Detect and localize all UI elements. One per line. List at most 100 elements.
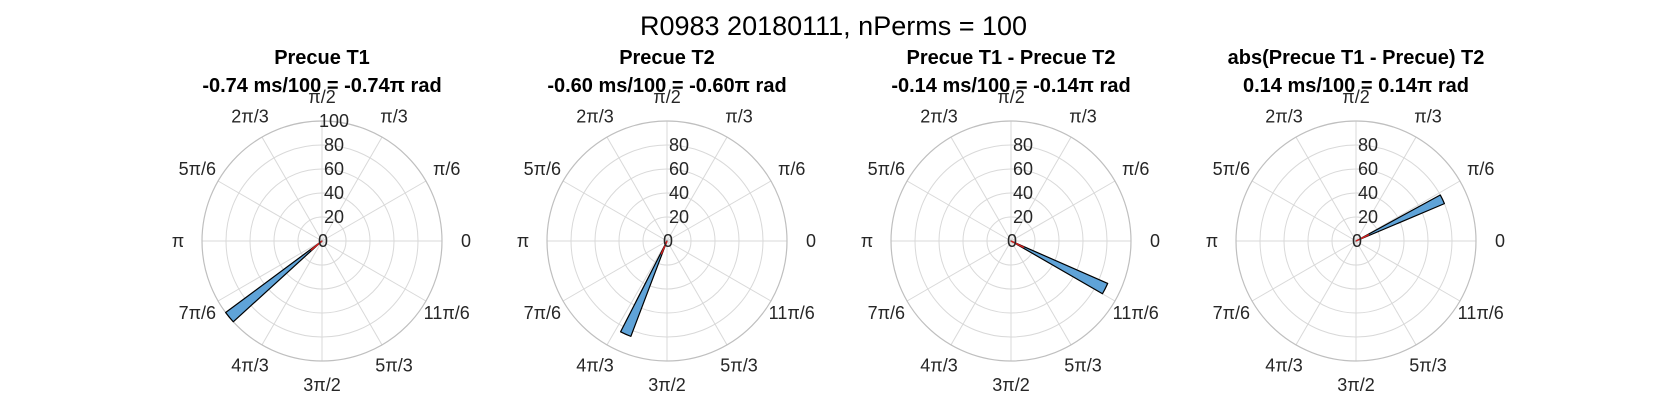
angle-tick-label: π — [517, 231, 529, 251]
grid-spoke — [321, 136, 383, 242]
angle-tick-label: 0 — [806, 231, 816, 251]
grid-spoke — [906, 240, 1012, 302]
radial-tick-label: 20 — [669, 207, 689, 227]
outer-axis-circle — [1235, 120, 1477, 362]
grid-spoke — [1295, 136, 1357, 242]
grid-spoke — [906, 180, 1012, 242]
radial-tick-label: 20 — [1013, 207, 1033, 227]
angle-tick-label: 3π/2 — [992, 375, 1029, 395]
plot-title-line1: Precue T2 — [619, 47, 715, 69]
outer-axis-circle — [546, 120, 788, 362]
grid-spoke — [562, 240, 668, 302]
figure-title: R0983 20180111, nPerms = 100 — [639, 11, 1028, 41]
angle-tick-label: 0 — [1150, 231, 1160, 251]
radial-tick-label: 80 — [669, 135, 689, 155]
angle-tick-label: 4π/3 — [1265, 356, 1302, 376]
plot-title-line1: Precue T1 — [274, 47, 370, 69]
plot-title-line2: -0.74 ms/100 = -0.74π rad — [202, 75, 441, 97]
grid-spoke — [1010, 136, 1072, 242]
angle-tick-label: π/3 — [725, 106, 752, 126]
radial-tick-label: 80 — [1013, 135, 1033, 155]
radial-tick-label: 20 — [324, 207, 344, 227]
radial-tick-label: 80 — [1358, 135, 1378, 155]
angle-tick-label: 3π/2 — [1337, 375, 1374, 395]
radial-tick-label: 60 — [669, 159, 689, 179]
angle-tick-label: 5π/3 — [720, 356, 757, 376]
radial-tick-label: 100 — [319, 111, 349, 131]
radial-tick-label: 80 — [324, 135, 344, 155]
plot-title-line1: abs(Precue T1 - Precue) T2 — [1228, 47, 1485, 69]
radial-tick-label: 40 — [1358, 183, 1378, 203]
grid-spoke — [950, 240, 1012, 346]
grid-spoke — [1010, 180, 1116, 242]
angle-tick-label: 0 — [1495, 231, 1505, 251]
angle-tick-label: 4π/3 — [231, 356, 268, 376]
grid-spoke — [321, 180, 427, 242]
angle-tick-label: 7π/6 — [179, 303, 216, 323]
angle-tick-label: 5π/6 — [179, 159, 216, 179]
angle-tick-label: π/2 — [653, 87, 680, 107]
angle-tick-label: π/6 — [1122, 159, 1149, 179]
histogram-bar — [1010, 240, 1109, 295]
histogram-bar — [1355, 194, 1446, 242]
radial-tick-label: 60 — [324, 159, 344, 179]
grid-spoke — [606, 240, 668, 346]
plot-title-line1: Precue T1 - Precue T2 — [907, 47, 1116, 69]
angle-tick-label: 2π/3 — [576, 106, 613, 126]
grid-spoke — [666, 240, 772, 302]
angle-tick-label: 11π/6 — [1113, 303, 1159, 323]
mean-vector-line — [1010, 240, 1025, 249]
grid-spoke — [606, 136, 668, 242]
grid-spoke — [950, 136, 1012, 242]
radial-tick-label: 0 — [1352, 231, 1362, 251]
angle-tick-label: 7π/6 — [1213, 303, 1250, 323]
grid-spoke — [321, 240, 427, 302]
grid-spoke — [1251, 180, 1357, 242]
radial-tick-label: 40 — [1013, 183, 1033, 203]
outer-axis-circle — [890, 120, 1132, 362]
plot-title-line2: -0.14 ms/100 = -0.14π rad — [891, 75, 1130, 97]
angle-tick-label: 3π/2 — [303, 375, 340, 395]
angle-tick-label: 5π/6 — [868, 159, 905, 179]
angle-tick-label: π/3 — [380, 106, 407, 126]
outer-axis-circle — [201, 120, 443, 362]
plot-title-line2: 0.14 ms/100 = 0.14π rad — [1243, 75, 1469, 97]
angle-tick-label: π/6 — [433, 159, 460, 179]
radial-tick-label: 0 — [318, 231, 328, 251]
grid-spoke — [261, 136, 323, 242]
angle-tick-label: 4π/3 — [920, 356, 957, 376]
grid-spoke — [217, 180, 323, 242]
grid-spoke — [1355, 240, 1461, 302]
grid-spoke — [1010, 240, 1072, 346]
angle-tick-label: π/3 — [1069, 106, 1096, 126]
angle-tick-label: 2π/3 — [231, 106, 268, 126]
angle-tick-label: 5π/6 — [524, 159, 561, 179]
radial-tick-label: 0 — [1007, 231, 1017, 251]
angle-tick-label: π/3 — [1414, 106, 1441, 126]
grid-spoke — [666, 136, 728, 242]
radial-tick-label: 40 — [324, 183, 344, 203]
polar-plot-3: Precue T1 - Precue T2 -0.14 ms/100 = -0.1… — [861, 47, 1160, 395]
angle-tick-label: 3π/2 — [648, 375, 685, 395]
grid-spoke — [562, 180, 668, 242]
angle-tick-label: 0 — [461, 231, 471, 251]
angle-tick-label: π — [861, 231, 873, 251]
histogram-bar — [619, 240, 668, 337]
grid-spoke — [1295, 240, 1357, 346]
grid-spoke — [261, 240, 323, 346]
radial-tick-label: 0 — [663, 231, 673, 251]
grid-spoke — [321, 240, 383, 346]
grid-spoke — [666, 240, 728, 346]
grid-spoke — [1355, 240, 1417, 346]
grid-spoke — [1251, 240, 1357, 302]
grid-spoke — [217, 240, 323, 302]
angle-tick-label: 2π/3 — [920, 106, 957, 126]
angle-tick-label: 5π/3 — [1064, 356, 1101, 376]
angle-tick-label: π/2 — [997, 87, 1024, 107]
angle-tick-label: 2π/3 — [1265, 106, 1302, 126]
angle-tick-label: π/6 — [1467, 159, 1494, 179]
radial-tick-label: 20 — [1358, 207, 1378, 227]
angle-tick-label: 11π/6 — [424, 303, 470, 323]
